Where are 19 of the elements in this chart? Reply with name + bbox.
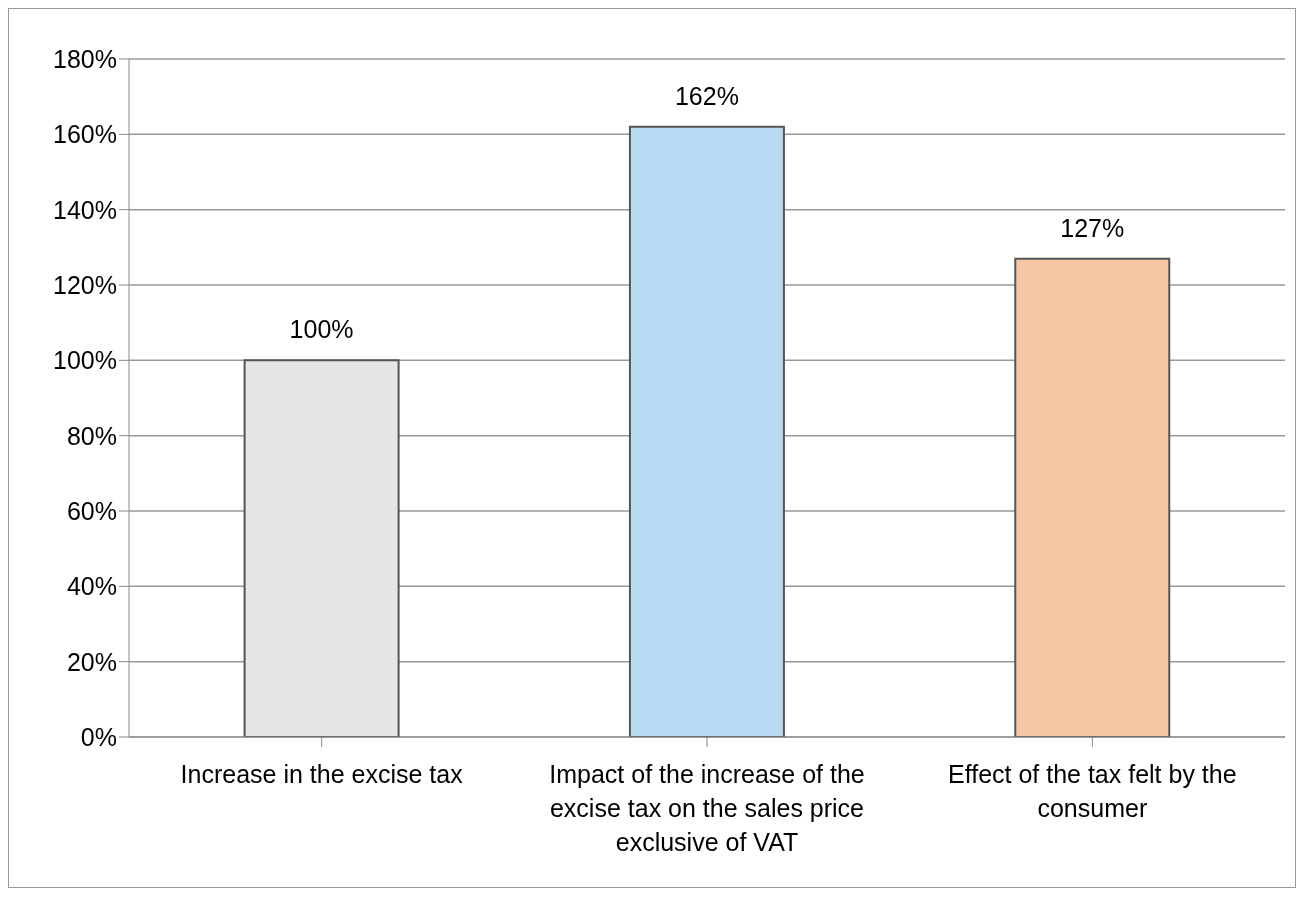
bar <box>243 359 400 737</box>
y-tick-label: 100% <box>53 346 117 375</box>
data-label: 162% <box>674 81 739 110</box>
y-tick-label: 60% <box>66 496 117 525</box>
y-tick-label: 0% <box>80 722 117 751</box>
bar <box>628 125 785 737</box>
y-tick-label: 180% <box>53 44 117 73</box>
x-tick-label: Effect of the tax felt by the consumer <box>948 760 1237 822</box>
y-tick-label: 40% <box>66 572 117 601</box>
y-tick-label: 120% <box>53 270 117 299</box>
data-label: 100% <box>289 315 354 344</box>
data-label: 127% <box>1060 213 1125 242</box>
x-tick-label: Impact of the increase of the excise tax on the sales price exclusive of VAT <box>549 760 865 856</box>
x-tick-label: Increase in the excise tax <box>180 760 464 788</box>
y-tick-label: 80% <box>66 421 117 450</box>
y-tick-label: 20% <box>66 647 117 676</box>
y-tick-label: 160% <box>53 120 117 149</box>
y-tick-label: 140% <box>53 195 117 224</box>
bar <box>1014 257 1171 737</box>
